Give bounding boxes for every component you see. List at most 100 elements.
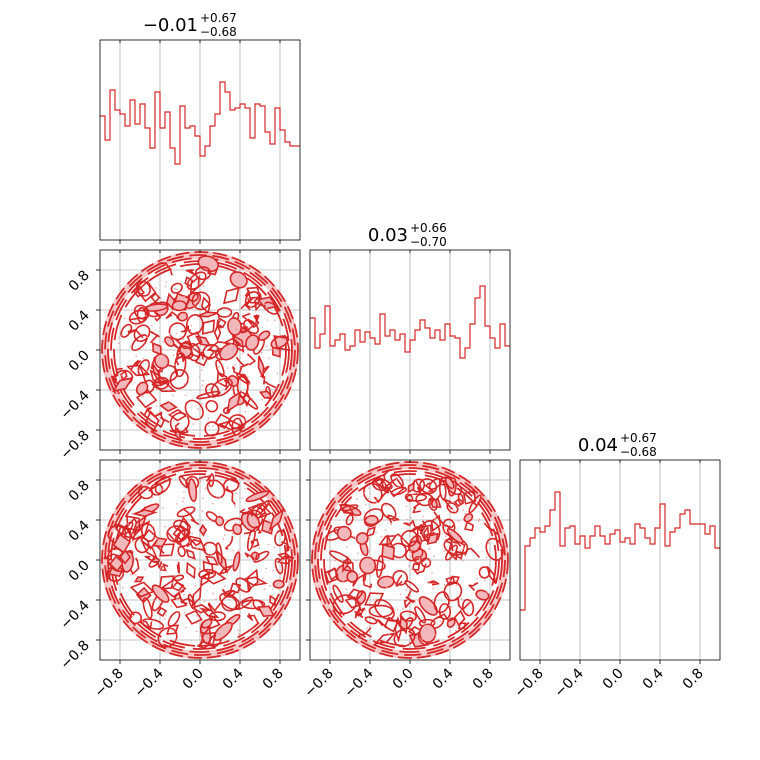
density-panel-2-contour-blob-144 xyxy=(187,593,196,610)
density-panel-2-sample-20 xyxy=(176,503,178,505)
density-panel-1-sample-52 xyxy=(260,351,263,354)
density-panel-3-sample-92 xyxy=(462,509,464,511)
density-panel-2-contour-blob-148 xyxy=(186,561,196,580)
density-panel-2-sample-110 xyxy=(248,536,251,538)
density-panel-2-edge-contour-1 xyxy=(104,464,296,656)
density-panel-2-sample-46 xyxy=(165,614,167,616)
density-panel-1-sample-4 xyxy=(175,426,178,429)
density-panel-1-sample-30 xyxy=(161,352,164,355)
density-panel-2-sample-63 xyxy=(216,517,219,519)
density-panel-3-sample-18 xyxy=(413,616,415,618)
density-panel-3-sample-65 xyxy=(383,482,386,485)
density-panel-3-sample-61 xyxy=(424,624,427,627)
density-panel-2-sample-27 xyxy=(269,521,272,524)
density-panel-3-sample-100 xyxy=(437,638,440,640)
density-panel-1-sample-79 xyxy=(183,295,185,298)
density-panel-1-contour-blob-62 xyxy=(235,356,249,368)
density-panel-2-sample-42 xyxy=(184,612,186,614)
density-panel-1-sample-104 xyxy=(268,357,270,360)
density-panel-3-sample-78 xyxy=(355,559,358,562)
density-panel-2-sample-93 xyxy=(153,553,155,556)
density-panel-3-contour-blob-36 xyxy=(374,598,395,620)
density-panel-1-contour-blob-69 xyxy=(153,411,165,423)
density-panel-2-sample-94 xyxy=(229,623,232,626)
density-panel-2-contour-blob-116 xyxy=(225,536,234,550)
density-panel-1-contour-blob-136 xyxy=(131,334,148,351)
density-panel-3-sample-26 xyxy=(453,509,455,512)
density-panel-1-sample-38 xyxy=(241,352,244,355)
panel-title-2: 0.03 +0.66−0.70 xyxy=(368,221,447,249)
density-panel-1-contour-blob-71 xyxy=(153,311,162,322)
density-panel-1-contour-blob-139 xyxy=(229,271,248,289)
density-panel-1-contour-blob-114 xyxy=(144,303,168,312)
density-panel-3-sample-52 xyxy=(372,509,374,512)
density-panel-3-sample-60 xyxy=(411,493,414,496)
density-panel-1-contour-blob-87 xyxy=(184,399,204,421)
density-panel-2-sample-6 xyxy=(237,629,239,631)
density-panel-3-sample-90 xyxy=(386,586,389,589)
density-panel-1-sample-109 xyxy=(233,346,236,348)
histogram-2-step-line xyxy=(310,285,510,359)
density-panel-1-contour-blob-106 xyxy=(158,261,173,276)
density-panel-2-sample-98 xyxy=(201,619,203,622)
density-panel-3-sample-44 xyxy=(478,518,481,520)
density-panel-2-sample-69 xyxy=(203,600,206,603)
density-panel-3-contour-blob-32 xyxy=(332,584,344,603)
density-panel-1-sample-78 xyxy=(136,367,139,370)
density-panel-2-sample-45 xyxy=(218,496,221,498)
density-panel-1-sample-75 xyxy=(249,305,252,308)
density-panel-1-sample-16 xyxy=(209,388,212,390)
density-panel-2-sample-14 xyxy=(130,525,133,527)
density-panel-1-sample-33 xyxy=(202,379,204,382)
density-panel-2-sample-78 xyxy=(165,570,168,572)
density-panel-1-contour-blob-1 xyxy=(127,329,144,339)
density-panel-1-sample-35 xyxy=(135,324,137,327)
density-panel-2-contour-blob-67 xyxy=(184,609,203,625)
density-panel-1-sample-72 xyxy=(142,357,145,360)
density-panel-1-contour-blob-126 xyxy=(196,390,221,400)
density-panel-1-ytick-label-3: 0.4 xyxy=(66,307,93,334)
title-minus-2: −0.70 xyxy=(410,235,447,249)
density-panel-1-sample-68 xyxy=(259,372,261,375)
density-panel-3-sample-39 xyxy=(400,555,402,558)
density-panel-3-contour-blob-100 xyxy=(359,556,377,575)
density-panel-2-sample-112 xyxy=(262,577,264,580)
density-panel-1-contour-blob-27 xyxy=(222,287,240,305)
density-panel-2-sample-12 xyxy=(235,492,238,495)
density-panel-2-sample-8 xyxy=(141,620,144,623)
density-panel-1-sample-10 xyxy=(244,419,247,421)
density-panel-1-sample-89 xyxy=(247,326,249,329)
density-panel-2-sample-59 xyxy=(127,523,129,525)
density-panel-2-contour-blob-70 xyxy=(274,529,286,547)
density-panel-1-contour-blob-15 xyxy=(144,410,160,433)
density-panel-1-contour-blob-91 xyxy=(143,407,156,418)
density-panel-1-contour-blob-118 xyxy=(171,300,188,312)
density-panel-2-contour-blob-146 xyxy=(170,596,188,609)
density-panel-3-sample-25 xyxy=(385,504,387,507)
density-panel-3-sample-5 xyxy=(364,503,367,506)
density-panel-3-contour-blob-45 xyxy=(363,508,384,526)
density-panel-3-sample-57 xyxy=(477,520,480,522)
density-panel-1-contour-blob-122 xyxy=(174,422,189,435)
density-panel-1-contour-blob-142 xyxy=(216,317,227,329)
density-panel-3-sample-69 xyxy=(329,582,331,585)
density-panel-2: −0.8 −0.4 0.0 0.4 0.8−0.8−0.40.00.40.8 xyxy=(57,459,301,701)
density-panel-3-sample-93 xyxy=(466,612,469,614)
density-panel-3-sample-14 xyxy=(406,518,408,521)
density-panel-1-sample-11 xyxy=(169,412,172,415)
density-panel-3-contour-blob-51 xyxy=(376,554,384,578)
density-panel-3-sample-88 xyxy=(409,644,411,646)
density-panel-2-sample-38 xyxy=(164,525,166,528)
density-panel-1-sample-0 xyxy=(150,324,153,327)
density-panel-3-sample-76 xyxy=(433,555,435,558)
density-panel-2-contour-blob-45 xyxy=(129,557,140,575)
density-panel-3-contour-blob-96 xyxy=(453,609,466,627)
density-panel-1-sample-85 xyxy=(159,364,162,367)
density-panel-1-sample-31 xyxy=(276,372,279,375)
density-panel-1-sample-17 xyxy=(263,303,266,306)
density-panel-3-contour-blob-79 xyxy=(419,478,438,495)
density-panel-1-contour-blob-120 xyxy=(154,353,170,369)
density-panel-3-sample-96 xyxy=(448,503,451,505)
density-panel-3-sample-95 xyxy=(431,637,433,640)
density-panel-1-sample-50 xyxy=(141,395,144,398)
